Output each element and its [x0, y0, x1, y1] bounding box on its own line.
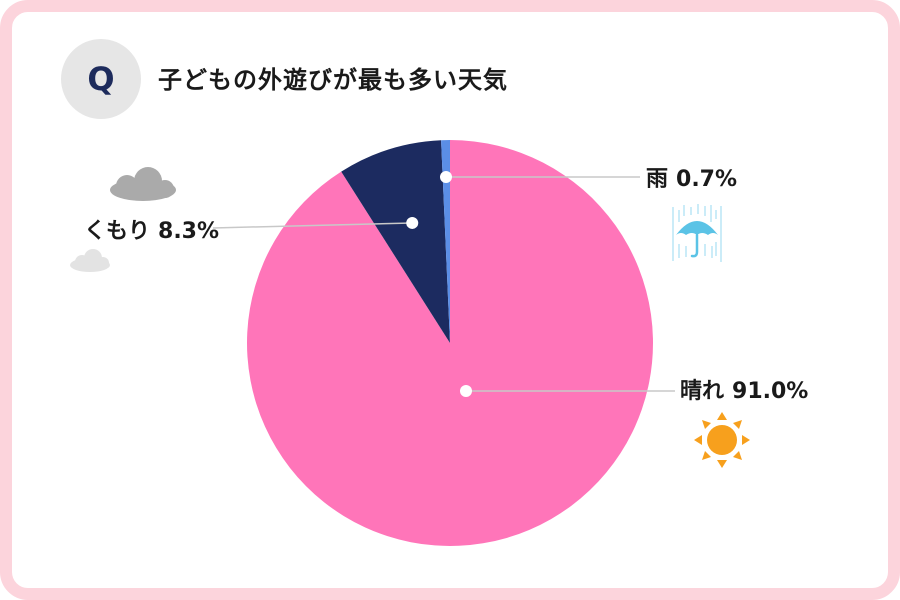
label-cloudy: くもり 8.3%	[84, 219, 219, 244]
sun-icon	[694, 412, 750, 468]
leader-lines	[212, 171, 675, 397]
label-sunny-name: 晴れ	[680, 378, 724, 404]
question-title: 子どもの外遊びが最も多い天気	[158, 66, 508, 94]
slice-rain-anchor-dot	[440, 171, 452, 183]
label-sunny: 晴れ 91.0%	[680, 378, 808, 404]
label-rain-value: 0.7%	[676, 167, 737, 192]
slice-cloudy-anchor-dot	[406, 216, 419, 229]
small-cloud-icon	[70, 249, 110, 272]
pie-slices	[246, 140, 653, 546]
umbrella-rain-icon	[672, 204, 722, 262]
label-cloudy-value: 8.3%	[158, 219, 219, 244]
question-badge: Q	[61, 39, 141, 119]
label-rain-name: 雨	[646, 167, 668, 192]
label-rain: 雨 0.7%	[646, 167, 737, 192]
slice-cloudy-leader-line	[212, 222, 413, 229]
cloud-icon	[110, 167, 176, 201]
label-sunny-value: 91.0%	[732, 379, 808, 404]
slice-rain	[441, 140, 450, 343]
slice-sunny-anchor-dot	[460, 385, 472, 397]
slice-cloudy	[341, 140, 450, 343]
label-cloudy-name: くもり	[84, 219, 150, 244]
